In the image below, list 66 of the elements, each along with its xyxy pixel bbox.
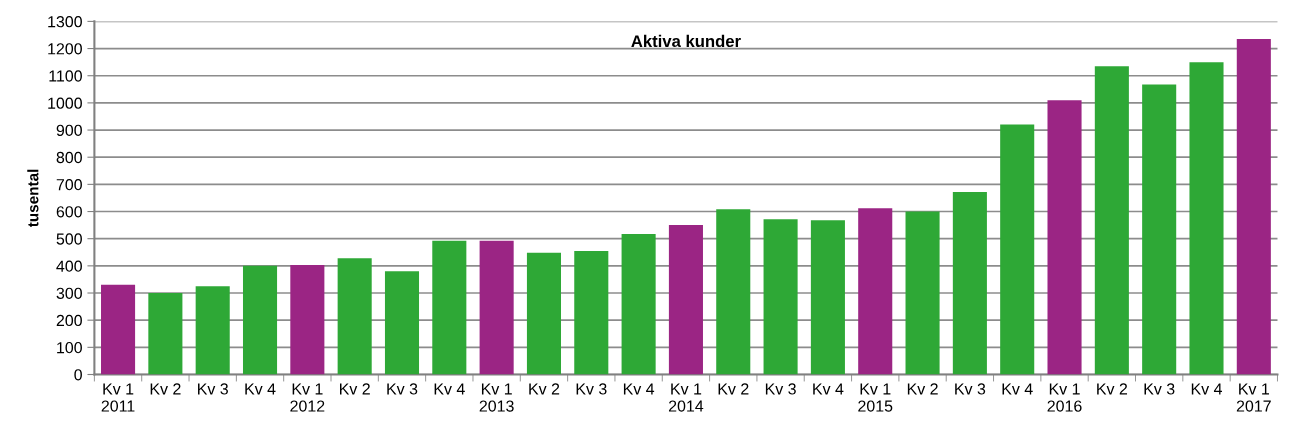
bar — [668, 225, 703, 375]
bar — [1047, 100, 1082, 375]
y-tick-label: 100 — [57, 341, 82, 354]
y-tick-label: 0 — [74, 369, 82, 381]
x-tick-label: Kv 1 2014 — [668, 383, 704, 412]
x-tick-label: Kv 4 — [1191, 383, 1223, 395]
x-tick-label: Kv 1 2011 — [101, 383, 135, 412]
y-tick-label: 200 — [56, 314, 82, 327]
bar — [621, 234, 656, 375]
bar — [810, 220, 845, 375]
bar — [1236, 39, 1271, 375]
bar — [952, 191, 987, 375]
bar — [1094, 66, 1129, 375]
x-tick-label: Kv 1 2015 — [858, 383, 893, 412]
y-tick-label: 400 — [56, 260, 82, 272]
x-tick-label: Kv 2 — [529, 383, 560, 395]
y-tick-label: 800 — [56, 151, 82, 164]
y-tick-label: 700 — [56, 179, 82, 191]
y-tick-label: 900 — [56, 124, 82, 136]
x-tick-label: Kv 1 2013 — [479, 383, 514, 412]
y-tick-label: 300 — [56, 287, 82, 299]
bar — [432, 240, 467, 375]
bar — [384, 271, 420, 375]
x-tick-label: Kv 4 — [623, 383, 655, 395]
bar — [574, 250, 609, 375]
x-tick-label: Kv 2 — [150, 383, 181, 395]
y-tick-label: 500 — [56, 233, 82, 245]
bar — [337, 258, 372, 375]
y-tick-label: 1000 — [48, 97, 82, 109]
y-tick-label: 1300 — [48, 16, 82, 28]
x-tick-label: Kv 3 — [387, 383, 418, 395]
x-tick-label: Kv 1 2012 — [290, 383, 325, 412]
y-tick-label: 600 — [56, 206, 82, 218]
x-tick-label: Kv 4 — [1002, 383, 1033, 395]
bar — [1000, 124, 1035, 375]
bar — [763, 219, 798, 375]
bar — [526, 252, 561, 375]
text: Aktiva kunder — [631, 34, 741, 48]
bar — [905, 211, 940, 375]
bar — [1189, 62, 1224, 375]
x-tick-label: Kv 2 — [718, 383, 749, 395]
bar — [242, 265, 278, 375]
y-axis-title: tusental — [27, 169, 39, 228]
y-tick-label: 1100 — [49, 70, 82, 82]
x-tick-label: Kv 2 — [907, 383, 938, 395]
bar — [479, 240, 514, 375]
x-tick-label: Kv 1 2017 — [1236, 383, 1271, 412]
bar — [716, 209, 751, 375]
x-tick-label: Kv 4 — [245, 383, 276, 395]
bar — [195, 286, 230, 375]
x-tick-label: Kv 2 — [340, 383, 370, 395]
bar — [1142, 84, 1177, 375]
bar — [290, 265, 325, 375]
x-tick-label: Kv 3 — [198, 383, 228, 395]
bar — [101, 284, 136, 375]
y-tick-label: 1200 — [48, 43, 82, 55]
x-tick-label: Kv 3 — [576, 383, 607, 395]
x-tick-label: Kv 4 — [434, 383, 465, 395]
x-tick-label: Kv 4 — [813, 383, 844, 395]
x-tick-label: Kv 2 — [1097, 383, 1128, 395]
x-tick-label: Kv 1 2016 — [1047, 383, 1082, 412]
bar — [148, 293, 183, 375]
bar — [858, 208, 893, 375]
x-tick-label: Kv 3 — [1144, 383, 1175, 395]
x-tick-label: Kv 3 — [955, 383, 986, 395]
x-tick-label: Kv 3 — [765, 383, 796, 395]
